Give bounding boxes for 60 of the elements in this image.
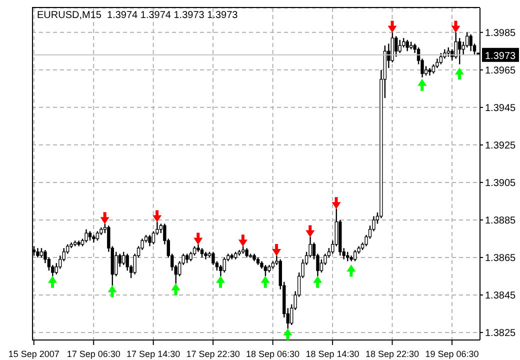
- x-tick-label: 17 Sep 14:30: [126, 349, 180, 359]
- candlestick: [245, 247, 248, 258]
- x-tick-label: 18 Sep 22:30: [365, 349, 420, 359]
- candlestick: [439, 52, 443, 65]
- chart-title: EURUSD,M15 1.3974 1.3974 1.3973 1.3973: [37, 10, 238, 21]
- point: [171, 283, 180, 296]
- point: [194, 232, 203, 245]
- candlestick: [446, 46, 450, 58]
- point: [332, 197, 341, 210]
- y-tick-label: 1.3965: [485, 65, 516, 76]
- x-tick-label: 18 Sep 06:30: [246, 349, 300, 359]
- point: [260, 276, 270, 288]
- point: [306, 225, 315, 238]
- point: [454, 68, 464, 80]
- point: [48, 276, 58, 288]
- y-tick-label: 1.3905: [485, 178, 516, 189]
- candlestick: [122, 251, 126, 266]
- point: [313, 276, 322, 288]
- candlestick: [200, 247, 204, 258]
- point: [272, 244, 282, 256]
- candlestick: [469, 34, 472, 52]
- y-tick-label: 1.3885: [485, 216, 516, 227]
- point: [216, 276, 226, 288]
- candlestick: [398, 39, 402, 54]
- candlestick: [185, 253, 189, 264]
- x-tick-label: 17 Sep 06:30: [66, 349, 120, 359]
- point: [388, 20, 397, 33]
- candlestick: [458, 37, 462, 65]
- candlestick: [96, 230, 100, 242]
- candlestick: [394, 36, 398, 58]
- candlestick: [88, 230, 92, 242]
- point: [108, 285, 117, 298]
- y-tick-label: 1.3865: [485, 253, 516, 264]
- candlestick: [353, 249, 357, 262]
- y-tick-label: 1.3945: [485, 102, 516, 114]
- candlestick: [148, 234, 152, 247]
- point: [346, 264, 356, 277]
- point: [283, 328, 292, 340]
- point: [152, 210, 162, 222]
- ref-line-label: 1.3973: [485, 50, 516, 62]
- point: [451, 20, 460, 33]
- x-tick-label: 17 Sep 22:30: [186, 349, 240, 359]
- candlestick: [222, 256, 226, 274]
- candlestick: [264, 264, 268, 277]
- x-tick-label: 15 Sep 2007: [8, 349, 60, 359]
- x-tick-label: 18 Sep 14:30: [306, 349, 360, 359]
- y-tick-label: 1.3925: [485, 140, 516, 152]
- candlestick: [406, 39, 409, 52]
- y-tick-label: 1.3985: [485, 28, 516, 39]
- candlestick: [36, 247, 40, 258]
- candlestick: [346, 251, 350, 262]
- point: [100, 212, 110, 224]
- y-tick-label: 1.3825: [485, 328, 516, 340]
- x-tick-label: 19 Sep 06:30: [425, 349, 479, 359]
- candlestick: [114, 251, 118, 277]
- candlestick: [40, 247, 44, 258]
- candlestick: [84, 228, 88, 244]
- y-tick-label: 1.3845: [485, 290, 516, 302]
- point: [418, 78, 427, 91]
- point: [238, 234, 248, 247]
